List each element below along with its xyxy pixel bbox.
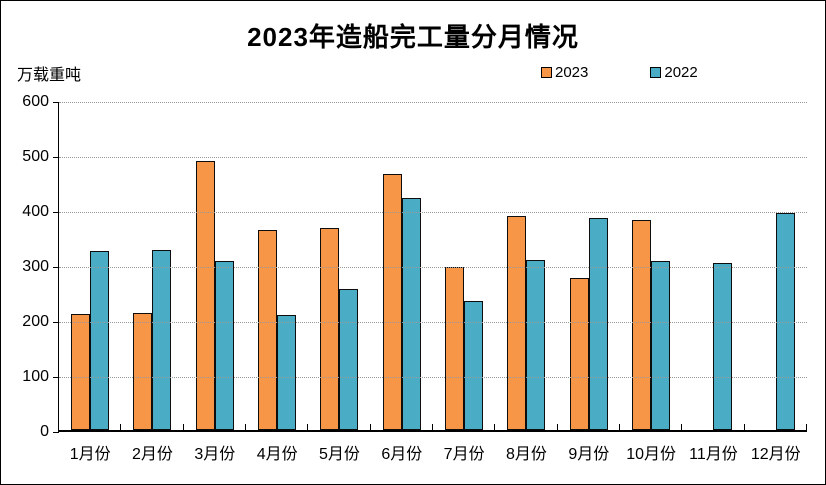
y-axis-tick-label: 400: [22, 203, 49, 220]
y-axis-tick-mark: [53, 377, 59, 378]
bar-2023: [320, 227, 340, 430]
x-axis-label: 7月份: [443, 446, 485, 463]
x-axis-tick-mark: [619, 424, 620, 430]
bar-2022: [214, 260, 234, 430]
x-axis-label: 4月份: [256, 446, 298, 463]
x-axis-label: 1月份: [69, 446, 111, 463]
bar-2022: [464, 300, 484, 430]
y-axis-tick-label: 100: [22, 368, 49, 385]
x-axis-tick-mark: [743, 424, 745, 430]
gridline: [59, 102, 807, 103]
bar-2023: [382, 174, 402, 430]
gridline: [59, 322, 807, 323]
bar-2022: [588, 217, 608, 430]
x-axis-tick-mark: [120, 424, 122, 430]
bar-2022: [277, 314, 297, 430]
legend-swatch-2022: [650, 67, 662, 78]
x-axis-label: 8月份: [506, 446, 547, 463]
x-axis-label: 10月份: [626, 446, 677, 463]
bar-2022: [401, 198, 421, 430]
category-group: [682, 102, 744, 430]
y-axis-tick-label: 600: [22, 93, 49, 110]
y-axis-tick-mark: [53, 102, 59, 103]
bar-2022: [651, 260, 671, 430]
x-axis-tick-mark: [681, 424, 683, 430]
x-axis-label: 2月份: [132, 446, 173, 463]
y-axis-tick-mark: [53, 212, 59, 213]
plot-area: 1月份 2月份 3月份 4月份 5月份 6月份 7月份 8月份 9月份 10月份 11月份 12月份 …: [22, 93, 807, 463]
y-axis-tick-mark: [53, 157, 59, 158]
x-axis-tick-mark: [806, 424, 807, 430]
category-group: [620, 102, 682, 430]
x-axis-tick-mark: [369, 424, 371, 430]
category-group: [433, 102, 495, 430]
x-axis-tick-mark: [432, 424, 433, 430]
x-axis-tick-mark: [245, 424, 246, 430]
category-group: [308, 102, 370, 430]
category-group: [121, 102, 183, 430]
bar-2023: [195, 160, 215, 430]
y-axis-tick-label: 200: [22, 313, 49, 330]
y-axis-tick-mark: [53, 267, 59, 268]
bar-2022: [713, 263, 733, 430]
category-group: [745, 102, 807, 430]
gridline: [59, 267, 807, 268]
legend-swatch-2023: [541, 67, 552, 78]
legend-label-2022: 2022: [664, 64, 698, 81]
category-group: [59, 102, 121, 430]
bar-2023: [71, 313, 91, 430]
bar-2023: [258, 230, 278, 430]
gridline: [59, 377, 807, 378]
category-group: [184, 102, 246, 430]
y-axis-tick-label: 500: [22, 148, 49, 165]
gridline: [59, 157, 807, 158]
x-axis-label: 9月份: [568, 446, 610, 463]
x-axis-label: 12月份: [750, 446, 801, 463]
x-axis-label: 11月份: [689, 446, 738, 463]
x-axis-tick-mark: [556, 424, 558, 430]
bar-2022: [339, 289, 359, 430]
bar-2023: [632, 220, 652, 430]
category-group: [371, 102, 433, 430]
y-axis-tick-mark: [53, 432, 59, 433]
y-axis-tick-label: 300: [22, 258, 49, 275]
legend-item-2022: 2022: [650, 64, 698, 81]
bar-2022: [526, 260, 546, 430]
y-axis-unit-label: 万载重吨: [17, 67, 82, 84]
chart-title: 2023年造船完工量分月情况: [247, 22, 579, 52]
x-axis-tick-mark: [307, 424, 309, 430]
category-group: [558, 102, 620, 430]
legend: 2023 2022: [541, 64, 698, 81]
x-axis-labels: 1月份 2月份 3月份 4月份 5月份 6月份 7月份 8月份 9月份 10月份 11月份 12月份: [59, 440, 807, 464]
y-axis-tick-mark: [53, 322, 59, 323]
bar-2023: [445, 267, 465, 430]
gridline: [59, 212, 807, 213]
legend-label-2023: 2023: [555, 64, 589, 81]
y-axis-tick-label: 0: [40, 423, 49, 440]
x-axis-tick-mark: [182, 424, 184, 430]
category-group: [495, 102, 557, 430]
bar-2023: [569, 277, 589, 430]
bar-2023: [507, 216, 527, 430]
x-axis-label: 3月份: [194, 446, 236, 463]
bar-groups: [59, 102, 807, 430]
x-axis-label: 5月份: [319, 446, 360, 463]
x-axis-label: 6月份: [381, 446, 423, 463]
legend-item-2023: 2023: [541, 64, 588, 81]
category-group: [246, 102, 308, 430]
x-axis-tick-mark: [494, 424, 496, 430]
bar-2022: [90, 250, 110, 430]
bar-2023: [133, 313, 153, 430]
bar-2022: [152, 250, 172, 430]
